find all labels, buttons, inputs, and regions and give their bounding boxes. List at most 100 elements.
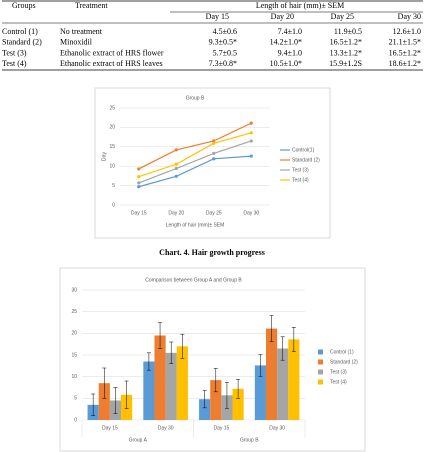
y-tick-label: 15: [71, 352, 77, 358]
error-bar: [146, 352, 151, 371]
bar: [288, 339, 300, 420]
legend-label: Control(1): [292, 147, 315, 153]
error-bar: [291, 327, 296, 352]
error-bar: [236, 379, 241, 399]
y-tick-label: 5: [112, 183, 115, 189]
marker: [137, 185, 141, 189]
error-bar: [102, 367, 107, 399]
table-cell: 21.1±1.5*: [389, 38, 421, 47]
y-tick-label: 20: [71, 331, 77, 337]
group-label: Group B: [240, 437, 259, 443]
line: [138, 155, 252, 188]
table-cell: Standard (2): [2, 38, 42, 47]
error-bar: [158, 322, 163, 349]
table-cell: 16.5±1.2*: [389, 48, 421, 57]
marker: [137, 167, 141, 171]
table-cell: 7.4±1.0: [278, 27, 302, 36]
marker: [174, 148, 178, 152]
legend-label: Test (3): [292, 167, 309, 173]
table-cell: 15.9±1.2S: [329, 59, 362, 68]
error-bar: [180, 333, 185, 359]
x-tick-label: Day 25: [206, 210, 222, 216]
error-bar: [224, 382, 229, 409]
x-tick-label: Day 30: [158, 425, 174, 431]
table-cell: 9.4±1.0: [278, 48, 302, 57]
y-tick-label: 0: [74, 417, 77, 423]
chart-frame: [94, 87, 331, 239]
legend-swatch: [318, 349, 323, 355]
table-cell: No treatment: [60, 27, 103, 36]
table-header: Treatment: [75, 1, 108, 10]
x-tick-label: Day 30: [243, 210, 259, 216]
chart-title: Group B: [186, 95, 205, 101]
bar: [98, 383, 110, 420]
table-cell: 10.5±1.0*: [270, 59, 302, 68]
table-header: Length of hair (mm)± SEM: [256, 1, 344, 10]
marker: [174, 166, 178, 171]
bar: [265, 328, 278, 420]
chart-frame: [59, 267, 366, 452]
table-cell: 5.7±0.5: [213, 48, 237, 57]
marker: [174, 174, 178, 178]
table-cell: 9.3±0.5*: [209, 38, 237, 47]
marker: [174, 162, 178, 166]
table-cell: Test (4): [2, 59, 27, 68]
y-tick-label: 30: [71, 287, 77, 293]
marker: [249, 131, 253, 135]
marker: [212, 141, 216, 145]
y-tick-label: 20: [109, 125, 115, 131]
marker: [212, 157, 216, 161]
marker: [137, 175, 141, 179]
table-cell: Control (1): [2, 27, 38, 36]
line: [138, 122, 252, 170]
error-bar: [258, 354, 263, 377]
table-subheader: Day 25: [331, 12, 354, 21]
marker: [212, 139, 216, 143]
line: [138, 132, 252, 178]
bar: [210, 380, 222, 420]
error-bar: [202, 390, 207, 409]
bar: [165, 352, 177, 420]
marker: [249, 154, 253, 158]
y-tick-label: 10: [71, 374, 77, 380]
x-tick-label: Day 15: [102, 425, 118, 431]
table-cell: Test (3): [2, 48, 27, 57]
bar: [199, 399, 211, 420]
legend-swatch: [318, 379, 323, 385]
marker: [212, 151, 216, 155]
table-cell: 13.3±1.2*: [330, 48, 362, 57]
table-cell: 18.6±1.2*: [389, 59, 421, 68]
bar: [176, 346, 188, 420]
legend-label: Test (4): [292, 177, 309, 183]
table-subheader: Day 30: [398, 12, 421, 21]
chart-title: Comparison between Group A and Group B: [145, 277, 242, 283]
caption: Chart. 4. Hair growth progress: [159, 248, 265, 257]
y-tick-label: 15: [109, 144, 115, 150]
table-cell: Minoxidil: [60, 38, 93, 47]
table-cell: 12.6±1.0: [393, 27, 421, 36]
y-axis-label: Day: [101, 152, 107, 161]
error-bar: [124, 380, 129, 409]
table-cell: 14.2±1.0*: [270, 38, 302, 47]
legend-label: Test (3): [330, 369, 347, 375]
group-label: Group A: [129, 437, 148, 443]
table-cell: 4.5±0.6: [213, 27, 237, 36]
bar: [154, 335, 166, 420]
error-bar: [269, 315, 274, 342]
y-tick-label: 25: [71, 309, 77, 315]
legend-swatch: [318, 369, 323, 375]
y-tick-label: 0: [112, 202, 115, 208]
x-tick-label: Day 15: [213, 425, 229, 431]
x-axis-label: Length of hair (mm)± SEM: [166, 222, 225, 228]
legend-swatch: [318, 359, 323, 365]
table-cell: Ethanolic extract of HRS flower: [60, 48, 164, 57]
table-header: Groups: [12, 1, 36, 10]
bar: [232, 388, 244, 420]
legend-label: Standard (2): [330, 359, 358, 365]
legend-label: Test (4): [330, 379, 347, 385]
y-tick-label: 10: [109, 164, 115, 170]
error-bar: [91, 393, 96, 416]
table-cell: 11.9±0.5: [334, 27, 362, 36]
